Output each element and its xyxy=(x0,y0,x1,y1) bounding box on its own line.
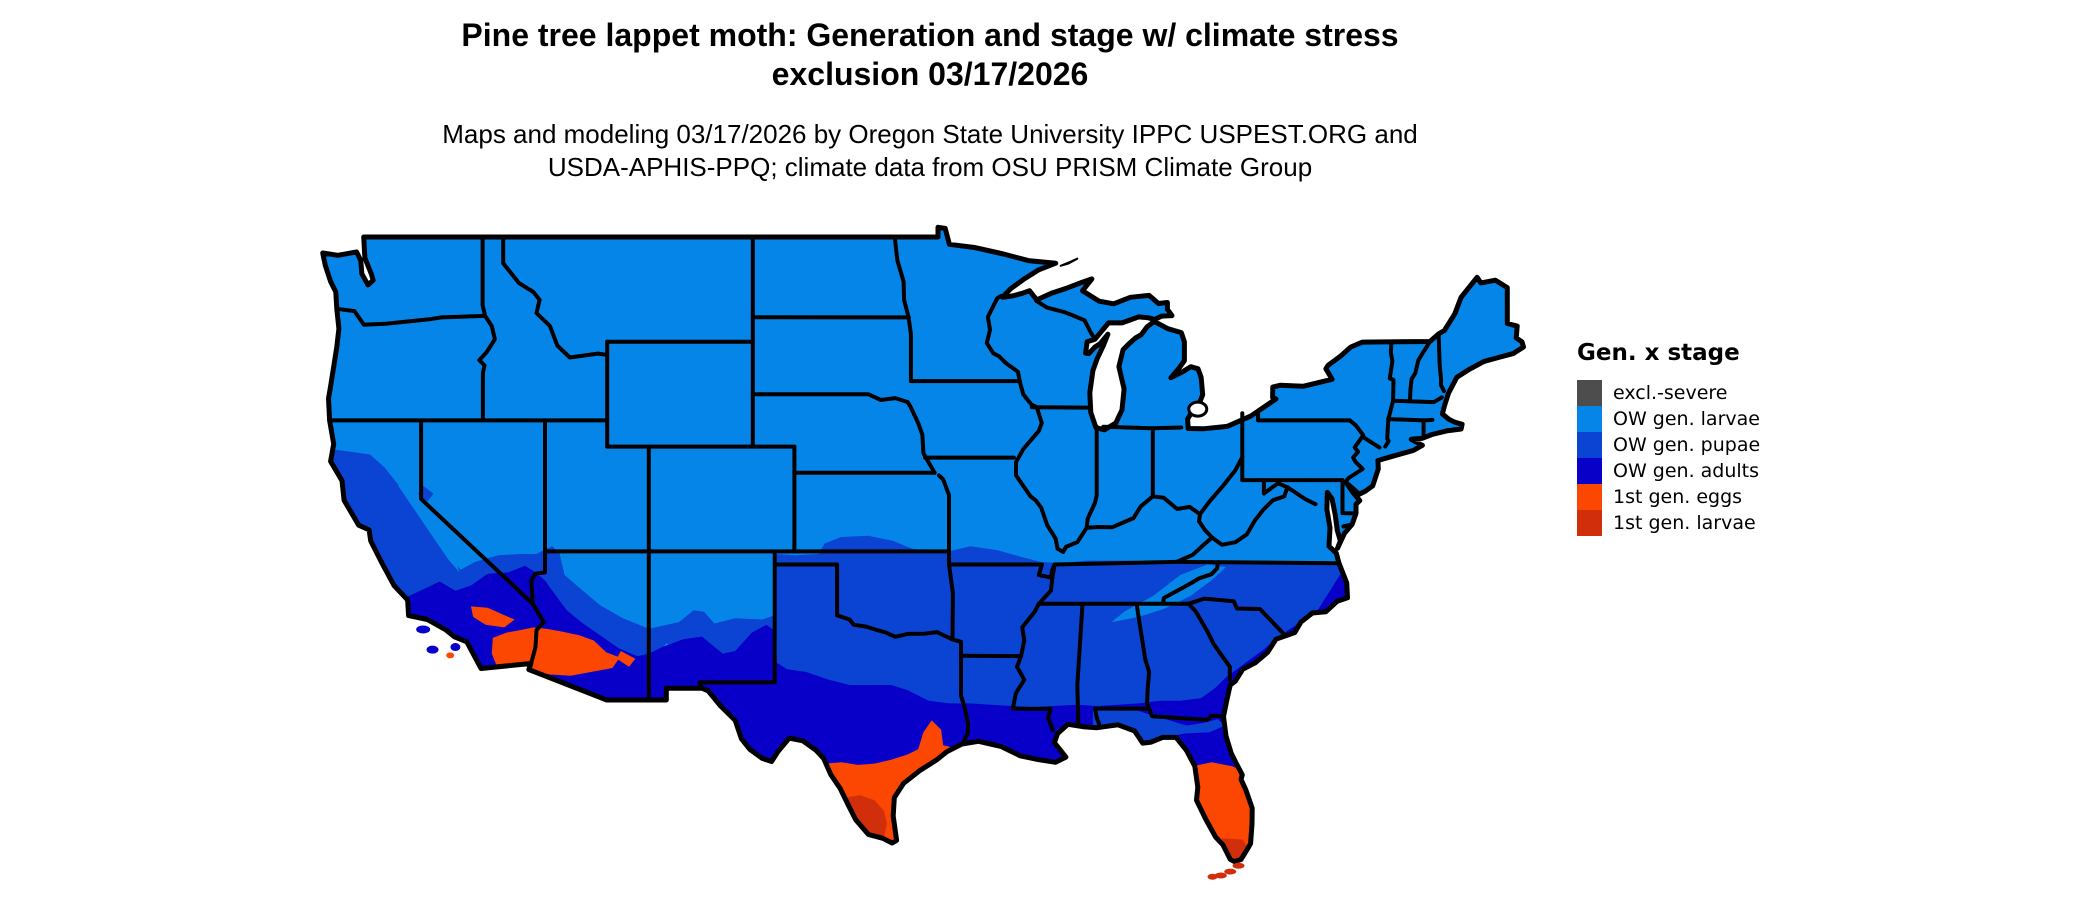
legend-swatch xyxy=(1577,510,1602,536)
legend-label: OW gen. larvae xyxy=(1613,408,1760,430)
state-border xyxy=(961,656,1021,657)
legend-entry: excl.-severe xyxy=(1577,380,1760,406)
legend-swatch xyxy=(1577,432,1602,458)
island xyxy=(450,643,460,651)
legend-entry: OW gen. larvae xyxy=(1577,406,1760,432)
island xyxy=(1224,869,1236,875)
lake-st-clair xyxy=(1189,402,1207,416)
legend-label: OW gen. pupae xyxy=(1613,434,1760,456)
state-border xyxy=(1055,562,1177,565)
legend-label: OW gen. adults xyxy=(1613,460,1759,482)
legend-swatch xyxy=(1577,380,1602,406)
isle-royale xyxy=(1061,259,1078,266)
legend-swatch xyxy=(1577,406,1602,432)
legend-swatch xyxy=(1577,484,1602,510)
island xyxy=(1233,863,1245,869)
island xyxy=(1208,874,1218,880)
legend-entry: 1st gen. eggs xyxy=(1577,484,1760,510)
state-border xyxy=(1388,419,1432,420)
legend-label: excl.-severe xyxy=(1613,382,1728,404)
legend-label: 1st gen. eggs xyxy=(1613,486,1742,508)
legend-entry: 1st gen. larvae xyxy=(1577,510,1760,536)
island xyxy=(427,646,439,654)
stage-regions xyxy=(296,220,1560,892)
legend-swatch xyxy=(1577,458,1602,484)
legend-title: Gen. x stage xyxy=(1577,340,1760,366)
legend-entry: OW gen. pupae xyxy=(1577,432,1760,458)
island xyxy=(446,652,454,658)
legend-entry: OW gen. adults xyxy=(1577,458,1760,484)
state-border xyxy=(1177,562,1340,563)
map-legend: Gen. x stage excl.-severe OW gen. larvae O… xyxy=(1577,340,1760,536)
island xyxy=(416,625,430,633)
state-border xyxy=(1103,427,1181,429)
legend-rows: excl.-severe OW gen. larvae OW gen. pupae O… xyxy=(1577,380,1760,536)
legend-label: 1st gen. larvae xyxy=(1613,512,1756,534)
